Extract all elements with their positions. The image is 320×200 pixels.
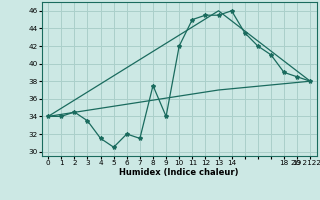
X-axis label: Humidex (Indice chaleur): Humidex (Indice chaleur) — [119, 168, 239, 177]
